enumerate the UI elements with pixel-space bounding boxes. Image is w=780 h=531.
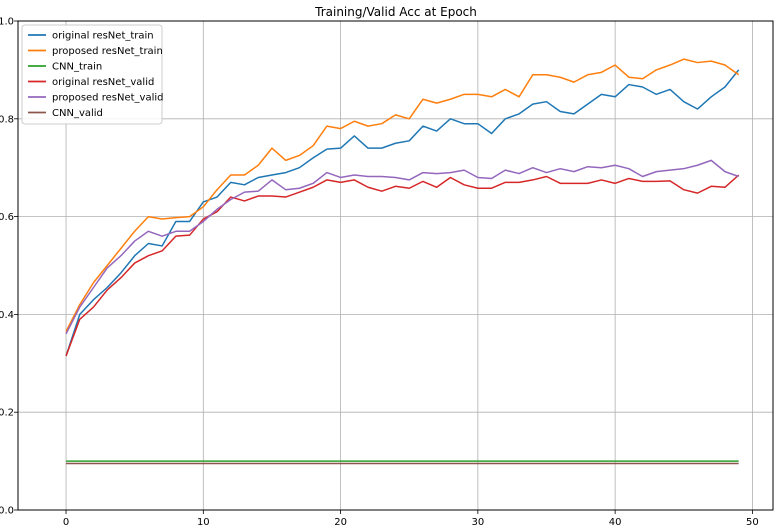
x-tick-label: 0 (63, 517, 69, 528)
series-line-original-resnet-train (65, 69, 740, 357)
legend-label: original resNet_train (52, 31, 154, 42)
y-tick-label: 1.0 (0, 17, 14, 28)
x-tick-label: 10 (197, 517, 210, 528)
legend-label: proposed resNet_train (52, 46, 163, 57)
series-line-proposed-resnet-valid (65, 159, 739, 335)
y-tick-label: 0.2 (0, 408, 14, 419)
x-tick-label: 50 (746, 517, 759, 528)
plot-frame (17, 20, 774, 511)
legend-label: original resNet_valid (52, 77, 154, 88)
series-line-original-resnet-valid (65, 174, 740, 357)
x-tick-label: 40 (609, 517, 622, 528)
legend: original resNet_train proposed resNet_tra… (21, 24, 163, 125)
legend-box (21, 24, 163, 125)
axis-ticks: 0 10 20 30 40 50 0.0 0.2 0.4 0.6 0.8 1.0 (0, 17, 759, 529)
y-tick-label: 0.4 (0, 310, 14, 321)
y-tick-label: 0.0 (0, 506, 14, 517)
series-line-proposed-resnet-train (65, 58, 740, 332)
legend-label: proposed resNet_valid (52, 93, 163, 104)
legend-label: CNN_train (52, 62, 102, 73)
series-layer (65, 58, 740, 465)
legend-label: CNN_valid (52, 108, 103, 119)
x-tick-label: 20 (334, 517, 347, 528)
chart-title: Training/Valid Acc at Epoch (314, 5, 477, 19)
x-tick-label: 30 (471, 517, 484, 528)
y-tick-label: 0.8 (0, 114, 14, 125)
y-tick-label: 0.6 (0, 212, 14, 223)
